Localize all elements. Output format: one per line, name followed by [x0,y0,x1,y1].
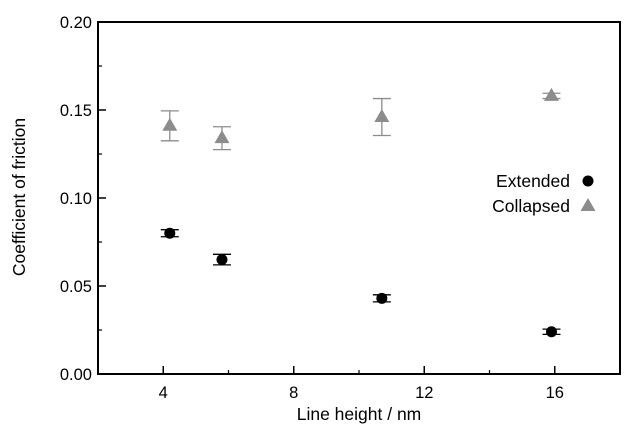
y-tick-label: 0.20 [60,14,92,32]
data-point-collapsed [162,117,178,131]
data-point-collapsed [374,108,390,122]
legend-marker-collapsed [580,198,596,211]
legend-label-collapsed: Collapsed [492,196,570,216]
y-tick-label: 0.10 [60,190,92,208]
x-tick-label: 4 [159,384,168,402]
x-axis-title: Line height / nm [297,404,422,424]
y-axis-title: Coefficient of friction [9,118,29,276]
legend: Extended Collapsed [492,171,596,216]
y-tick-label: 0.05 [60,278,92,296]
legend-label-extended: Extended [496,171,570,191]
data-points [160,87,561,338]
x-tick-label: 8 [289,384,298,402]
data-point-extended [216,254,228,266]
ticks: 4 8 12 16 0.00 0.05 0.10 0.15 0.20 [60,14,564,402]
data-point-extended [376,292,388,304]
x-tick-label: 16 [546,384,564,402]
data-point-extended [164,227,176,239]
data-point-collapsed [543,87,559,101]
x-tick-label: 12 [415,384,433,402]
data-point-extended [545,326,557,338]
y-tick-label: 0.00 [60,366,92,384]
y-tick-label: 0.15 [60,102,92,120]
legend-marker-extended [582,175,594,187]
data-point-collapsed [214,130,230,144]
